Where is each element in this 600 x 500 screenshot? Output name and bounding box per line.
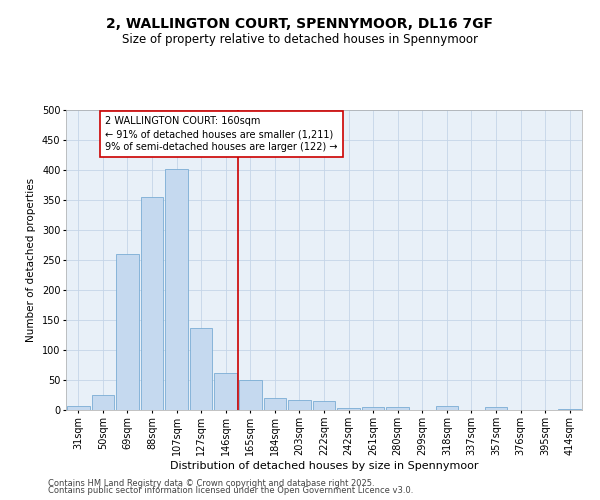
Bar <box>386 407 409 410</box>
Text: 2 WALLINGTON COURT: 160sqm
← 91% of detached houses are smaller (1,211)
9% of se: 2 WALLINGTON COURT: 160sqm ← 91% of deta… <box>106 116 338 152</box>
Bar <box>92 395 114 410</box>
Bar <box>362 407 385 410</box>
Bar <box>313 401 335 410</box>
X-axis label: Distribution of detached houses by size in Spennymoor: Distribution of detached houses by size … <box>170 460 478 470</box>
Bar <box>140 197 163 410</box>
Bar <box>288 400 311 410</box>
Bar <box>190 328 212 410</box>
Bar <box>67 406 89 410</box>
Bar <box>263 398 286 410</box>
Text: 2, WALLINGTON COURT, SPENNYMOOR, DL16 7GF: 2, WALLINGTON COURT, SPENNYMOOR, DL16 7G… <box>107 18 493 32</box>
Text: Contains public sector information licensed under the Open Government Licence v3: Contains public sector information licen… <box>48 486 413 495</box>
Bar <box>165 169 188 410</box>
Bar <box>214 373 237 410</box>
Bar <box>239 380 262 410</box>
Bar <box>559 409 581 410</box>
Y-axis label: Number of detached properties: Number of detached properties <box>26 178 36 342</box>
Bar <box>116 254 139 410</box>
Text: Size of property relative to detached houses in Spennymoor: Size of property relative to detached ho… <box>122 32 478 46</box>
Bar <box>485 407 508 410</box>
Bar <box>337 408 360 410</box>
Bar <box>436 406 458 410</box>
Text: Contains HM Land Registry data © Crown copyright and database right 2025.: Contains HM Land Registry data © Crown c… <box>48 478 374 488</box>
